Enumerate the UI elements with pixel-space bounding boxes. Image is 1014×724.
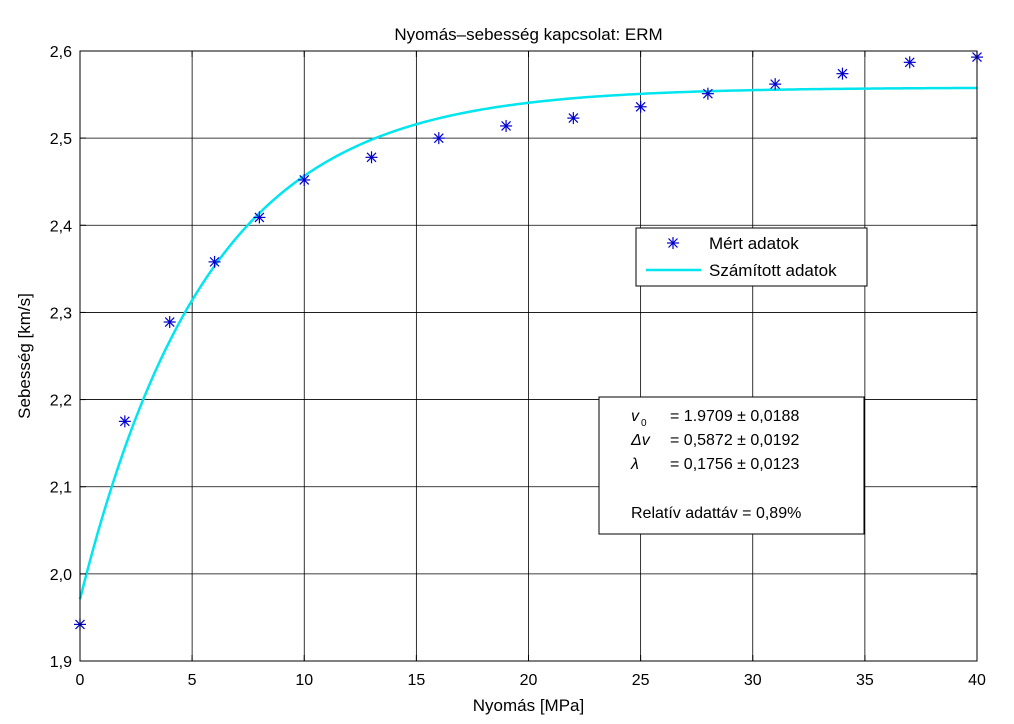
anno-value-v0: = 1.9709 ± 0,0188 <box>670 408 799 425</box>
x-tick-label: 10 <box>295 672 313 689</box>
y-tick-label: 2,1 <box>50 480 72 497</box>
y-tick-label: 2,0 <box>50 567 72 584</box>
data-point-measured <box>769 78 782 91</box>
legend-asterisk-icon <box>667 237 679 249</box>
chart-title: Nyomás–sebesség kapcsolat: ERM <box>394 25 662 44</box>
anno-symbol-lambda: λ <box>630 456 639 473</box>
anno-symbol-dv: Δv <box>630 432 651 449</box>
data-point-measured <box>567 112 580 125</box>
x-tick-label: 15 <box>407 672 425 689</box>
x-axis-title: Nyomás [MPa] <box>473 696 584 715</box>
ticks: 0 5 10 15 20 25 30 35 40 1,9 2,0 2,1 2,2 2,3 2,4 2,5 2,6 <box>50 44 986 689</box>
data-point-measured <box>500 119 513 132</box>
x-tick-label: 25 <box>632 672 650 689</box>
annotation-box: v 0 = 1.9709 ± 0,0188 Δv = 0,5872 ± 0,01… <box>598 396 865 535</box>
anno-value-lambda: = 0,1756 ± 0,0123 <box>670 456 799 473</box>
x-tick-label: 30 <box>744 672 762 689</box>
data-point-measured <box>163 316 176 329</box>
legend-box <box>635 227 868 287</box>
data-point-measured <box>253 211 266 224</box>
data-point-measured <box>836 67 849 80</box>
legend: Mért adatok Számított adatok <box>635 227 868 287</box>
x-tick-label: 35 <box>856 672 874 689</box>
annotation-frame <box>598 396 865 535</box>
series-line-computed <box>78 86 978 600</box>
data-point-measured <box>432 132 445 145</box>
legend-label-computed: Számított adatok <box>709 261 837 280</box>
anno-subscript-v0: 0 <box>641 418 647 429</box>
y-tick-label: 2,4 <box>50 218 72 235</box>
legend-label-measured: Mért adatok <box>709 234 799 253</box>
data-point-measured <box>634 100 647 113</box>
y-tick-label: 2,3 <box>50 305 72 322</box>
legend-marker-measured <box>667 237 679 249</box>
data-point-measured <box>365 151 378 164</box>
y-tick-label: 1,9 <box>50 654 72 671</box>
data-point-measured <box>208 255 221 268</box>
x-tick-label: 40 <box>968 672 986 689</box>
y-axis-title: Sebesség [km/s] <box>15 293 34 419</box>
x-tick-label: 0 <box>76 672 85 689</box>
anno-footer: Relatív adattáv = 0,89% <box>631 505 801 522</box>
grid <box>80 51 977 661</box>
y-tick-label: 2,2 <box>50 393 72 410</box>
data-point-measured <box>118 415 131 428</box>
y-tick-label: 2,6 <box>50 44 72 61</box>
data-point-measured <box>298 173 311 186</box>
anno-symbol-v0: v <box>631 408 640 425</box>
anno-value-dv: = 0,5872 ± 0,0192 <box>670 432 799 449</box>
data-point-measured <box>903 56 916 69</box>
x-tick-label: 20 <box>520 672 538 689</box>
y-tick-label: 2,5 <box>50 131 72 148</box>
data-point-measured <box>701 87 714 100</box>
x-tick-label: 5 <box>188 672 197 689</box>
